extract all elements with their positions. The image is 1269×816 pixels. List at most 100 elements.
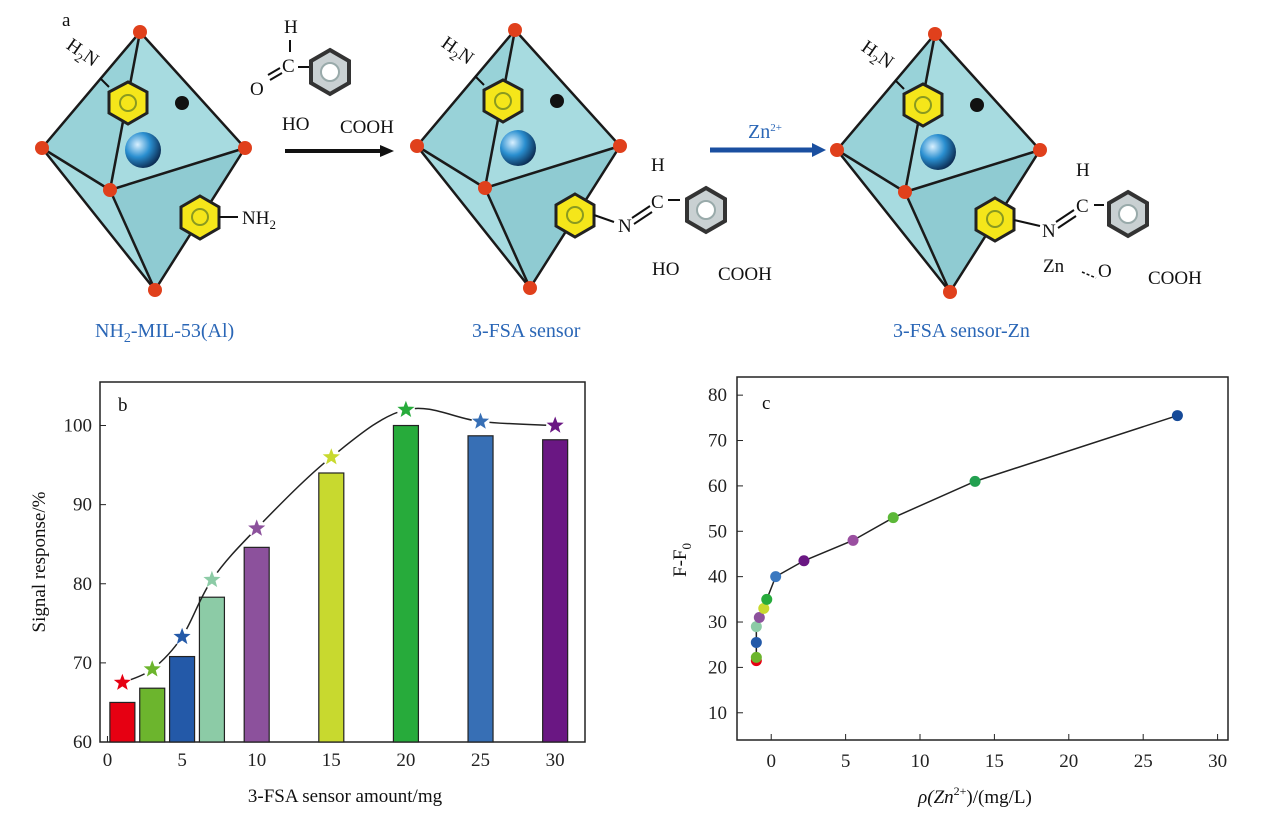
caption-3-fsa-sensor-zn: 3-FSA sensor-Zn (893, 320, 1030, 342)
series-line-c (755, 414, 1178, 661)
data-point-c (847, 534, 859, 546)
x-tick-label-c: 25 (1134, 751, 1153, 772)
star-marker-10mg (248, 519, 266, 536)
complex-o: O (1098, 261, 1112, 282)
data-point-c (798, 555, 810, 567)
mof-structure-3: H2N N C H Zn O COOH 3-FSA sensor-Zn (828, 25, 1202, 342)
star-marker-30mg (546, 416, 564, 433)
star-marker-1mg (113, 673, 131, 690)
zn2-label: Zn2+ (748, 121, 782, 143)
star-marker-5mg (173, 627, 191, 645)
panel-a-label: a (62, 10, 71, 31)
chart-b-signal-response: b 60 70 80 90 100 0 5 10 15 20 25 30 3-FSA sensor a… (29, 381, 586, 807)
complex-carboxyl: COOH (1148, 268, 1202, 289)
y-tick-label-b: 80 (73, 574, 92, 595)
data-point-c (750, 621, 762, 633)
x-tick-label-b: 20 (396, 750, 415, 771)
star-marker-3mg (143, 660, 161, 677)
reaction-arrow-1 (285, 145, 394, 157)
x-tick-label-c: 5 (841, 751, 851, 772)
complex-c: C (1076, 196, 1089, 217)
complex-h: H (1076, 160, 1090, 181)
x-tick-label-c: 20 (1059, 751, 1078, 772)
amine-top-label: H2N (61, 35, 103, 74)
imine-h: H (651, 155, 665, 176)
y-axis-label-c: F-F0 (670, 543, 694, 577)
imine-n: N (618, 216, 632, 237)
caption-3-fsa-sensor: 3-FSA sensor (472, 320, 581, 342)
data-point-c (770, 571, 782, 583)
data-point-c (969, 475, 981, 487)
x-tick-label-c: 10 (911, 751, 930, 772)
imine-c: C (651, 192, 664, 213)
y-tick-label-b: 100 (64, 416, 93, 437)
bar-3mg (139, 687, 166, 743)
star-marker-7mg (203, 570, 221, 588)
data-point-c (750, 636, 762, 648)
imine-hydroxyl: HO (652, 259, 679, 280)
y-tick-label-b: 60 (73, 732, 92, 753)
y-tick-label-c: 70 (708, 431, 727, 452)
amine-side-label: NH2 (242, 208, 276, 232)
bar-7mg (198, 596, 226, 743)
bar-10mg (243, 546, 270, 743)
y-tick-label-c: 60 (708, 476, 727, 497)
data-point-c (753, 611, 765, 623)
y-tick-label-b: 70 (73, 653, 92, 674)
x-tick-label-c: 0 (766, 751, 776, 772)
atom-c: C (282, 56, 295, 77)
trend-curve-b (122, 407, 556, 684)
star-marker-25mg (472, 412, 490, 429)
bar-25mg (467, 435, 494, 743)
x-tick-label-b: 15 (322, 750, 341, 771)
reaction-arrow-2: Zn2+ (710, 121, 826, 157)
y-tick-label-c: 50 (708, 521, 727, 542)
atom-o: O (250, 79, 264, 100)
y-tick-label-c: 30 (708, 612, 727, 633)
bar-5mg (168, 655, 196, 743)
x-tick-label-b: 30 (546, 750, 565, 771)
data-point-c (1171, 410, 1183, 422)
carboxyl-label: COOH (340, 117, 394, 138)
hydroxyl-label: HO (282, 114, 309, 135)
x-tick-label-b: 25 (471, 750, 490, 771)
caption-nh2-mil-53: NH2-MIL-53(Al) (95, 320, 234, 346)
amine-top-label-2: H2N (436, 33, 478, 72)
amine-top-label-3: H2N (856, 37, 898, 76)
data-point-c (761, 593, 773, 605)
complex-zn: Zn (1043, 256, 1065, 277)
atom-h: H (284, 17, 298, 38)
star-marker-15mg (322, 448, 340, 465)
y-tick-label-b: 90 (73, 495, 92, 516)
bar-30mg (542, 439, 569, 743)
mof-structure-1: H2N NH2 NH2-MIL-53(Al) (33, 23, 276, 346)
data-point-c (887, 512, 899, 524)
bar-20mg (392, 424, 420, 743)
x-axis-label-b: 3-FSA sensor amount/mg (248, 786, 443, 807)
x-tick-label-b: 0 (103, 750, 113, 771)
y-tick-label-c: 80 (708, 385, 727, 406)
x-axis-label-c: ρ(Zn2+)/(mg/L) (917, 784, 1032, 808)
data-point-c (758, 602, 770, 614)
panel-c-label: c (762, 393, 770, 414)
panel-b-label: b (118, 395, 128, 416)
bar-1mg (109, 701, 136, 743)
bar-15mg (318, 472, 345, 743)
star-marker-20mg (397, 400, 415, 417)
chart-c-fluorescence: c 10 20 30 40 50 60 70 80 0 5 10 15 20 25 30 ρ(Zn2+)/(… (670, 376, 1229, 808)
x-tick-label-b: 10 (247, 750, 266, 771)
x-tick-label-c: 30 (1208, 751, 1227, 772)
complex-n: N (1042, 221, 1056, 242)
y-tick-label-c: 40 (708, 567, 727, 588)
x-tick-label-c: 15 (985, 751, 1004, 772)
y-axis-label-b: Signal response/% (29, 491, 50, 632)
reagent-3-formylsalicylic-acid: H C O HO COOH (250, 17, 394, 138)
panel-a-schematic: a H2N NH2 NH2-MIL-53(Al) H C O HO COOH (33, 10, 1202, 346)
y-tick-label-c: 10 (708, 703, 727, 724)
y-tick-label-c: 20 (708, 657, 727, 678)
imine-carboxyl: COOH (718, 264, 772, 285)
mof-structure-2: H2N N C H HO COOH 3-FSA sensor (408, 21, 772, 342)
data-point-c (750, 651, 762, 663)
plot-frame-c (736, 376, 1229, 741)
